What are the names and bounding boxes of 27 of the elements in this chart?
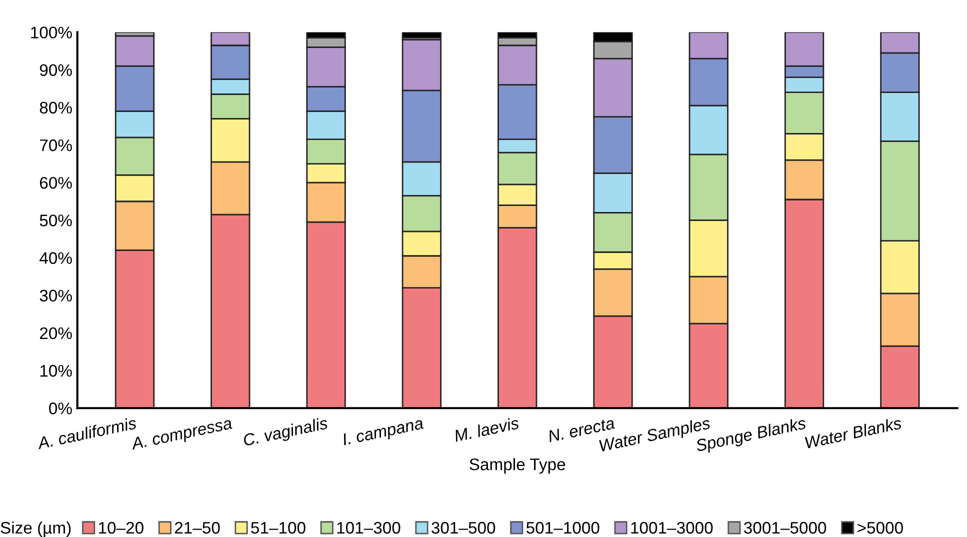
legend-label: >5000 (858, 522, 903, 534)
y-tick-label: 90% (40, 64, 72, 76)
legend-label: 21–50 (174, 522, 220, 534)
bar (402, 32, 442, 39)
legend-label: 10–20 (99, 522, 144, 534)
y-tick-label: 60% (40, 176, 72, 189)
legend-label: 3001–5000 (744, 522, 826, 534)
legend-title: Size (µm) (0, 521, 71, 537)
legend-label: 501–1000 (526, 522, 600, 534)
y-tick-label: 10% (40, 364, 72, 377)
y-tick-label: 70% (40, 139, 72, 152)
legend-label: 51–100 (251, 522, 306, 534)
y-tick-label: 40% (40, 252, 72, 264)
x-tick-label: Water Blanks (804, 416, 902, 449)
x-tick-label: I. campana (342, 417, 424, 449)
y-tick-label: 20% (40, 327, 72, 340)
y-tick-label: 100% (31, 26, 72, 38)
x-tick-label: C. vaginalis (242, 416, 329, 450)
x-tick-label: M. laevis (454, 416, 520, 442)
y-tick-label: 80% (40, 102, 72, 114)
y-tick-label: 50% (40, 214, 72, 226)
legend-label: 301–500 (432, 522, 496, 534)
legend-label: 101–300 (337, 522, 400, 534)
x-axis-title: Sample Type (470, 458, 566, 474)
legend-label: 1001–3000 (631, 522, 713, 534)
y-tick-label: 30% (40, 290, 72, 302)
y-tick-label: 0% (49, 402, 72, 414)
